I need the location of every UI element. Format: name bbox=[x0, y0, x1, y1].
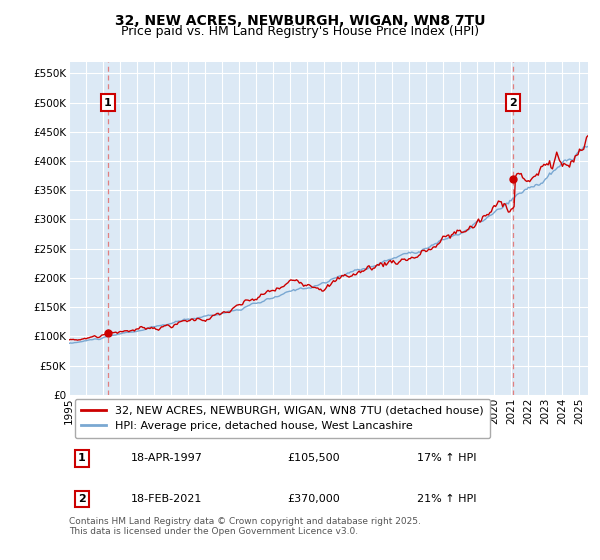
Text: 32, NEW ACRES, NEWBURGH, WIGAN, WN8 7TU: 32, NEW ACRES, NEWBURGH, WIGAN, WN8 7TU bbox=[115, 14, 485, 28]
Text: 17% ↑ HPI: 17% ↑ HPI bbox=[417, 454, 476, 464]
Text: 18-APR-1997: 18-APR-1997 bbox=[131, 454, 203, 464]
Text: 21% ↑ HPI: 21% ↑ HPI bbox=[417, 494, 476, 504]
Text: 1: 1 bbox=[78, 454, 86, 464]
Text: Contains HM Land Registry data © Crown copyright and database right 2025.
This d: Contains HM Land Registry data © Crown c… bbox=[69, 517, 421, 536]
Text: 1: 1 bbox=[104, 97, 112, 108]
Text: 2: 2 bbox=[509, 97, 517, 108]
Text: 18-FEB-2021: 18-FEB-2021 bbox=[131, 494, 203, 504]
Text: 2: 2 bbox=[78, 494, 86, 504]
Text: £105,500: £105,500 bbox=[287, 454, 340, 464]
Text: Price paid vs. HM Land Registry's House Price Index (HPI): Price paid vs. HM Land Registry's House … bbox=[121, 25, 479, 38]
Legend: 32, NEW ACRES, NEWBURGH, WIGAN, WN8 7TU (detached house), HPI: Average price, de: 32, NEW ACRES, NEWBURGH, WIGAN, WN8 7TU … bbox=[74, 399, 490, 438]
Text: £370,000: £370,000 bbox=[287, 494, 340, 504]
